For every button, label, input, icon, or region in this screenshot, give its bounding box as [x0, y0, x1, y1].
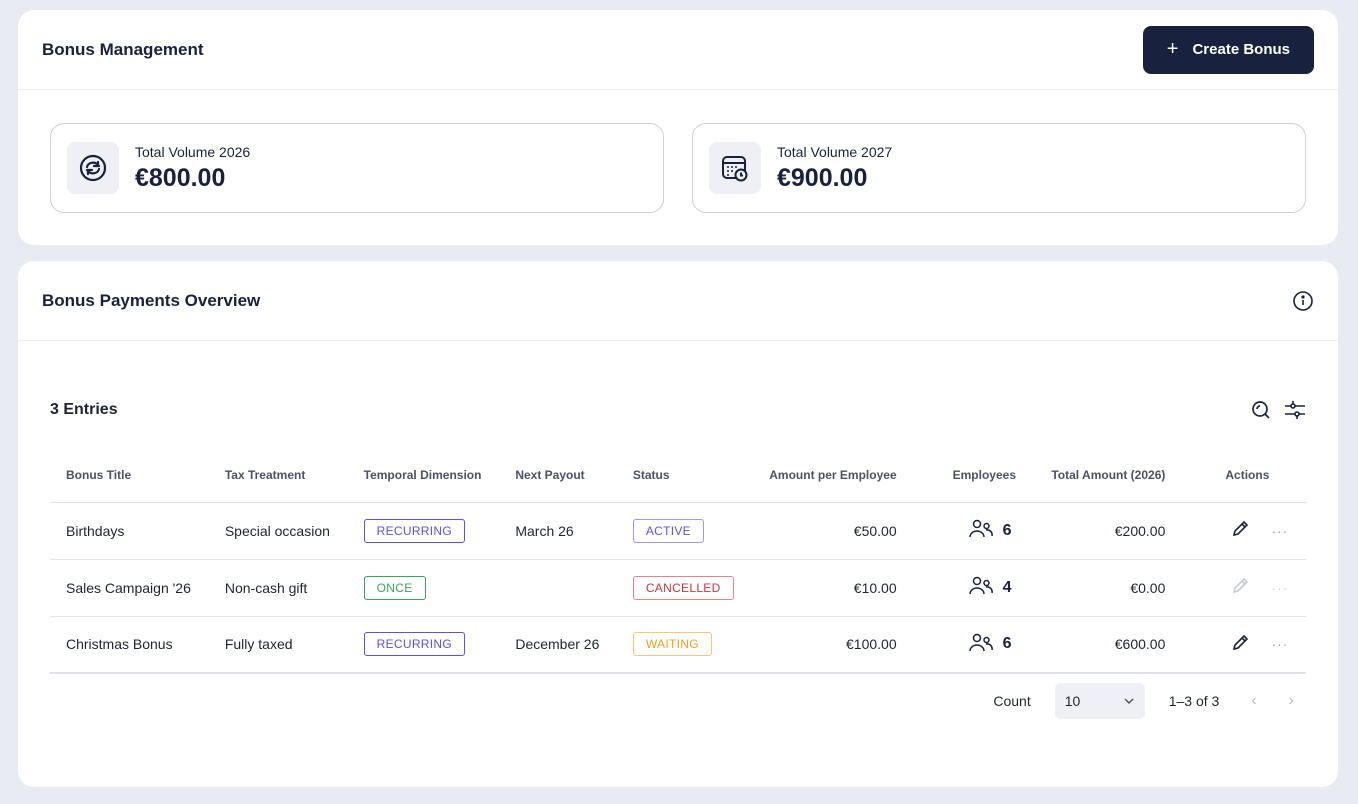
create-bonus-button[interactable]: + Create Bonus: [1142, 25, 1314, 74]
bonus-payments-card: Bonus Payments Overview 3 Entries Bonus …: [18, 261, 1338, 787]
stat-value: €900.00: [777, 163, 868, 192]
create-bonus-label: Create Bonus: [1192, 41, 1290, 58]
amount-per-employee: €100.00: [751, 616, 913, 674]
prev-page-button[interactable]: ‹: [1251, 692, 1257, 709]
stat-card-2026: Total Volume 2026 €800.00: [50, 123, 664, 213]
bonus-title: Birthdays: [50, 502, 209, 560]
employee-count[interactable]: 4: [1002, 578, 1012, 596]
col-status[interactable]: Status: [616, 449, 752, 503]
filter-sliders-icon[interactable]: [1284, 399, 1306, 421]
employee-count[interactable]: 6: [1002, 521, 1012, 539]
temporal-badge: RECURRING: [363, 632, 466, 657]
total-amount: €0.00: [1033, 559, 1182, 617]
employee-count[interactable]: 6: [1002, 635, 1012, 653]
stat-label: Total Volume 2027: [777, 143, 893, 160]
page-title: Bonus Management: [42, 39, 204, 59]
bonus-management-card: Bonus Management + Create Bonus Total Vol…: [18, 10, 1338, 245]
next-payout: December 26: [499, 616, 617, 674]
stat-card-2027: Total Volume 2027 €900.00: [692, 123, 1306, 213]
pagination: Count 10 1–3 of 3 ‹ ›: [993, 683, 1294, 719]
tax-treatment: Non-cash gift: [208, 559, 348, 617]
count-label: Count: [993, 693, 1031, 709]
col-total-amount[interactable]: Total Amount (2026): [1033, 449, 1182, 503]
status-badge: ACTIVE: [632, 518, 704, 543]
table-row: Christmas Bonus Fully taxed RECURRING De…: [50, 616, 1306, 674]
more-options-icon[interactable]: ···: [1271, 522, 1289, 539]
amount-per-employee: €10.00: [751, 559, 913, 617]
col-amount-per-employee[interactable]: Amount per Employee: [751, 449, 913, 503]
col-temporal-dimension[interactable]: Temporal Dimension: [347, 449, 500, 503]
stat-value: €800.00: [135, 163, 226, 192]
status-badge: CANCELLED: [632, 575, 734, 600]
plus-icon: +: [1166, 38, 1179, 60]
tax-treatment: Fully taxed: [208, 616, 348, 674]
total-amount: €200.00: [1033, 502, 1182, 560]
tax-treatment: Special occasion: [208, 502, 348, 560]
stat-label: Total Volume 2026: [135, 143, 251, 160]
section-title: Bonus Payments Overview: [42, 290, 261, 310]
count-value: 10: [1064, 693, 1081, 709]
count-select[interactable]: 10: [1054, 683, 1145, 719]
people-icon: [968, 632, 993, 657]
next-payout: [499, 559, 617, 617]
page-range: 1–3 of 3: [1168, 693, 1220, 709]
amount-per-employee: €50.00: [751, 502, 913, 560]
table-row: Sales Campaign '26 Non-cash gift ONCE CA…: [50, 559, 1306, 617]
edit-pencil-icon[interactable]: [1231, 520, 1249, 541]
info-icon[interactable]: [1292, 290, 1314, 312]
people-icon: [968, 518, 993, 543]
more-options-icon[interactable]: ···: [1271, 636, 1289, 653]
col-next-payout[interactable]: Next Payout: [499, 449, 617, 503]
col-actions: Actions: [1181, 449, 1306, 503]
entries-count: 3 Entries: [50, 401, 118, 418]
chevron-down-icon: [1124, 698, 1134, 705]
status-badge: WAITING: [632, 632, 712, 657]
col-employees[interactable]: Employees: [912, 449, 1034, 503]
temporal-badge: RECURRING: [363, 518, 466, 543]
temporal-badge: ONCE: [363, 575, 426, 600]
people-icon: [968, 575, 993, 600]
col-bonus-title[interactable]: Bonus Title: [50, 449, 209, 503]
bonus-title: Sales Campaign '26: [50, 559, 209, 617]
refresh-circle-icon: [67, 142, 119, 194]
bonus-title: Christmas Bonus: [50, 616, 209, 674]
total-amount: €600.00: [1033, 616, 1182, 674]
calendar-clock-icon: [709, 142, 761, 194]
more-options-icon[interactable]: ···: [1271, 579, 1289, 596]
edit-pencil-icon[interactable]: [1231, 577, 1249, 598]
edit-pencil-icon[interactable]: [1231, 634, 1249, 655]
search-icon[interactable]: [1250, 399, 1272, 421]
col-tax-treatment[interactable]: Tax Treatment: [208, 449, 348, 503]
next-payout: March 26: [499, 502, 617, 560]
table-row: Birthdays Special occasion RECURRING Mar…: [50, 502, 1306, 560]
bonus-table: Bonus Title Tax Treatment Temporal Dimen…: [50, 449, 1306, 674]
next-page-button[interactable]: ›: [1288, 692, 1294, 709]
